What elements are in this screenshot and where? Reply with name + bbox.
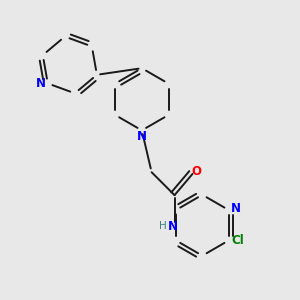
Text: N: N <box>36 77 46 90</box>
Text: O: O <box>192 165 202 178</box>
Text: N: N <box>231 202 241 215</box>
Text: Cl: Cl <box>232 234 244 247</box>
Text: N: N <box>168 220 178 233</box>
Text: N: N <box>137 130 147 143</box>
Text: H: H <box>159 221 167 231</box>
